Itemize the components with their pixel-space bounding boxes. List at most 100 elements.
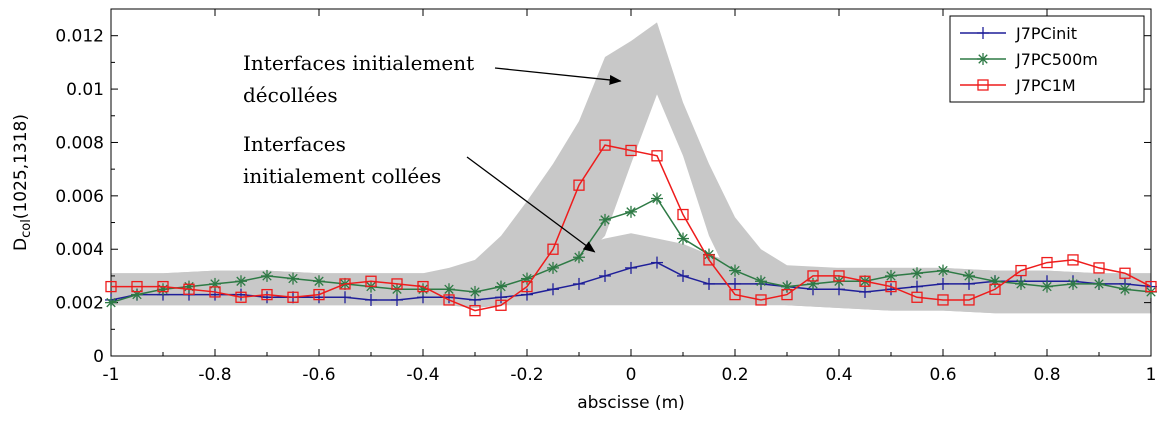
data-point-J7PC500m xyxy=(287,272,299,285)
data-point-J7PC1M xyxy=(859,275,871,287)
data-point-J7PCinit xyxy=(209,288,221,301)
star-arm xyxy=(652,193,662,204)
data-point-J7PCinit xyxy=(573,277,585,290)
star-arm xyxy=(236,276,246,286)
y-axis-title-tail: (1025,1318) xyxy=(11,114,31,219)
data-point-J7PC500m xyxy=(131,288,143,301)
annotation-text: Interfaces initialement xyxy=(243,51,474,75)
x-tick-label: 0.6 xyxy=(929,365,956,385)
data-point-J7PC500m xyxy=(937,264,949,277)
data-point-J7PC1M xyxy=(911,291,923,303)
annotation-text: Interfaces xyxy=(243,132,346,156)
x-tick-label: 1 xyxy=(1146,365,1157,385)
annotation-2: Interfaces initialement collées xyxy=(243,132,596,253)
legend-marker xyxy=(977,53,989,65)
data-point-J7PCinit xyxy=(599,269,611,282)
y-tick-label: 0.01 xyxy=(66,80,104,100)
data-point-J7PC1M xyxy=(1145,280,1157,293)
legend-marker xyxy=(977,27,989,39)
legend-label: J7PCinit xyxy=(1015,24,1077,43)
x-tick-label: -0.4 xyxy=(406,365,439,385)
data-point-J7PC1M xyxy=(989,283,1001,295)
legend-marker xyxy=(977,79,989,91)
star-arm xyxy=(1042,281,1052,292)
data-point-J7PC1M xyxy=(885,280,897,293)
data-point-J7PC500m xyxy=(209,277,221,290)
data-point-J7PCinit xyxy=(521,288,533,301)
y-ticks: 0 0.002 0.004 0.006 0.008 0.01 0.012 xyxy=(55,27,1151,367)
data-point-J7PC1M xyxy=(1015,264,1027,277)
x-tick-label: -0.8 xyxy=(198,365,231,385)
data-point-J7PC1M xyxy=(209,286,221,298)
star-arm xyxy=(106,297,116,308)
data-point-J7PC1M xyxy=(365,275,377,287)
data-point-J7PCinit xyxy=(235,288,247,301)
star-arm xyxy=(470,287,480,297)
star-arm xyxy=(288,273,298,284)
star-arm xyxy=(678,233,688,244)
data-point-J7PCinit xyxy=(339,291,351,304)
data-point-J7PC1M xyxy=(339,278,351,290)
y-axis-title-main: D xyxy=(11,238,31,251)
data-point-J7PC1M xyxy=(261,288,273,301)
annotation-1: Interfaces initialement décollées xyxy=(243,51,622,107)
data-point-J7PC1M xyxy=(651,150,663,162)
data-point-J7PC500m xyxy=(313,275,325,288)
data-point-J7PC1M xyxy=(1093,262,1105,274)
data-point-J7PC1M xyxy=(833,270,845,282)
y-tick-label: 0.012 xyxy=(55,27,104,47)
x-tick-label: 0.8 xyxy=(1033,365,1060,385)
star-arm xyxy=(314,276,324,286)
data-point-J7PC500m xyxy=(625,205,637,218)
data-point-J7PC1M xyxy=(755,294,767,306)
data-point-J7PC1M xyxy=(235,291,247,303)
star-arm xyxy=(600,215,610,225)
data-point-J7PC500m xyxy=(885,269,897,282)
legend: J7PCinit J7PC500m J7PC1M xyxy=(949,15,1145,103)
data-point-J7PC500m xyxy=(261,269,273,282)
data-point-J7PCinit xyxy=(547,283,559,296)
data-point-J7PC500m xyxy=(1093,277,1105,290)
data-point-J7PC1M xyxy=(521,280,533,293)
data-point-J7PC500m xyxy=(1067,277,1079,290)
star-arm xyxy=(496,281,506,292)
series-line-J7PC1M xyxy=(111,144,1152,312)
data-point-J7PCinit xyxy=(495,291,507,304)
data-point-J7PC500m xyxy=(573,251,585,264)
y-tick-label: 0.002 xyxy=(55,294,104,314)
star-arm xyxy=(938,265,948,276)
star-arm xyxy=(262,271,272,281)
annotations: Interfaces initialementdécolléesInterfac… xyxy=(243,51,622,253)
legend-entry-J7PCinit: J7PCinit xyxy=(960,24,1077,43)
x-tick-label: 0.2 xyxy=(721,365,748,385)
data-point-J7PC1M xyxy=(573,179,585,191)
data-point-J7PC500m xyxy=(521,272,533,285)
star-arm xyxy=(730,265,740,276)
y-axis-title-sub: col xyxy=(19,219,34,238)
legend-entry-J7PC500m: J7PC500m xyxy=(960,50,1098,69)
data-point-J7PCinit xyxy=(261,291,273,304)
data-point-J7PC1M xyxy=(729,288,741,301)
legend-label: J7PC1M xyxy=(1015,76,1076,95)
data-point-J7PC1M xyxy=(1067,254,1079,266)
star-arm xyxy=(1120,284,1130,294)
series xyxy=(105,139,1157,317)
data-point-J7PC1M xyxy=(963,294,975,306)
data-point-J7PC500m xyxy=(1015,277,1027,290)
data-point-J7PCinit xyxy=(937,277,949,290)
data-point-J7PC1M xyxy=(547,243,559,255)
data-point-J7PC1M xyxy=(157,280,169,293)
star-arm xyxy=(912,268,922,278)
data-point-J7PCinit xyxy=(729,277,741,290)
data-point-J7PC1M xyxy=(469,304,481,317)
data-point-J7PC1M xyxy=(599,139,611,151)
legend-entry-J7PC1M: J7PC1M xyxy=(960,76,1076,95)
data-point-J7PCinit xyxy=(625,261,637,274)
x-tick-label: -0.6 xyxy=(302,365,335,385)
data-point-J7PC500m xyxy=(755,275,767,288)
star-arm xyxy=(548,263,558,273)
x-tick-label: 0 xyxy=(626,365,637,385)
data-point-J7PCinit xyxy=(313,291,325,304)
annotation-text: initialement collées xyxy=(243,164,441,188)
